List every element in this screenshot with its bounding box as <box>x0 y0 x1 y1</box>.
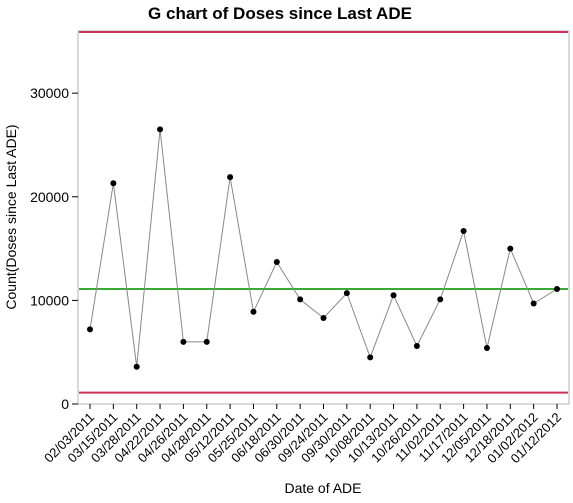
data-point <box>133 363 140 370</box>
chart-title: G chart of Doses since Last ADE <box>148 4 412 23</box>
data-point <box>460 227 467 234</box>
series-layer <box>87 126 560 370</box>
data-point <box>530 300 537 307</box>
x-axis: 02/03/201103/15/201103/28/201104/22/2011… <box>41 404 564 466</box>
control-limit-lines <box>79 31 568 394</box>
y-axis: 0 10000 20000 30000 <box>30 85 78 412</box>
data-point <box>297 296 304 303</box>
data-point <box>203 338 210 345</box>
data-point <box>437 296 444 303</box>
data-point <box>343 290 350 297</box>
plot-frame <box>77 30 570 405</box>
data-point <box>483 345 490 352</box>
data-point <box>227 174 234 181</box>
data-point <box>554 285 560 292</box>
data-point <box>390 292 397 299</box>
y-axis-label: Count(Doses since Last ADE) <box>3 124 19 309</box>
data-point <box>87 326 93 333</box>
y-tick-label: 10000 <box>30 292 69 308</box>
data-point <box>367 354 374 361</box>
data-point <box>413 342 420 349</box>
x-axis-label: Date of ADE <box>284 480 361 496</box>
data-point <box>157 126 164 133</box>
y-tick-label: 30000 <box>30 85 69 101</box>
y-tick-label: 20000 <box>30 189 69 205</box>
data-point <box>250 308 257 315</box>
y-tick-label: 0 <box>61 396 69 412</box>
data-point <box>320 315 327 322</box>
data-point <box>180 338 187 345</box>
data-point <box>273 259 280 266</box>
data-point <box>507 245 514 252</box>
data-point <box>110 180 117 187</box>
